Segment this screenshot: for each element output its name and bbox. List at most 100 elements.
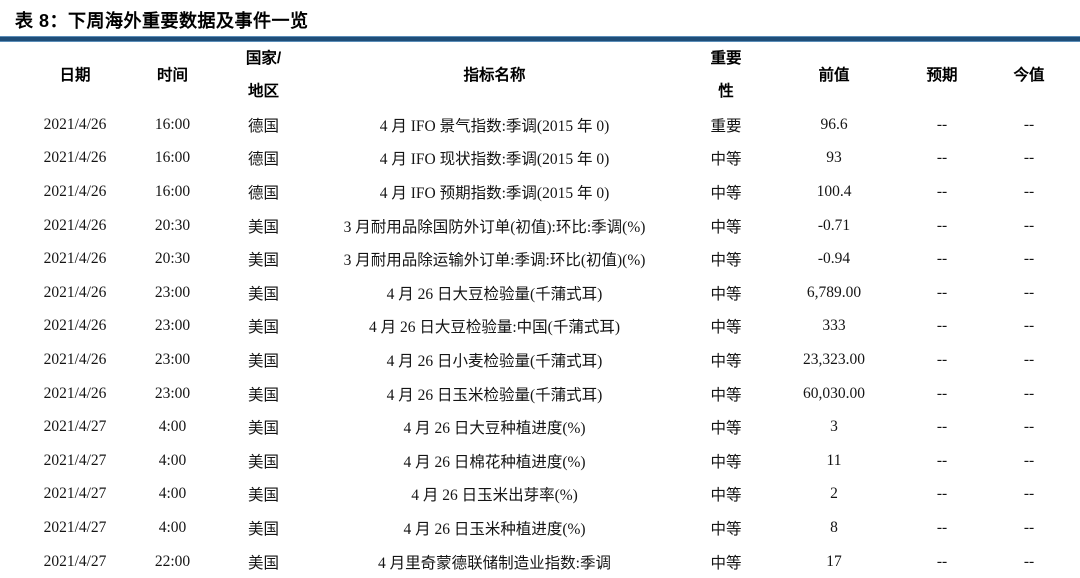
- cell-country: 美国: [247, 554, 279, 572]
- cell-indicator: 4 月 26 日棉花种植进度(%): [403, 453, 586, 471]
- cell-current: --: [1023, 216, 1035, 234]
- table-row: 2021/4/26 16:00 德国 4 月 IFO 景气指数:季调(2015 年 0…: [20, 108, 1067, 142]
- cell-date: 2021/4/27: [43, 451, 107, 469]
- column-header-date: 日期: [59, 66, 91, 84]
- table-row: 2021/4/26 16:00 德国 4 月 IFO 预期指数:季调(2015 年 0…: [20, 175, 1067, 209]
- cell-time: 16:00: [154, 115, 191, 133]
- cell-date: 2021/4/26: [43, 115, 107, 133]
- cell-importance: 中等: [710, 520, 742, 538]
- cell-current: --: [1023, 418, 1035, 436]
- column-header-previous: 前值: [818, 66, 850, 84]
- cell-country: 美国: [247, 520, 279, 538]
- cell-previous: 17: [826, 552, 842, 570]
- cell-time: 4:00: [158, 518, 187, 536]
- cell-date: 2021/4/26: [43, 149, 107, 167]
- cell-importance: 中等: [710, 352, 742, 370]
- cell-time: 16:00: [154, 182, 191, 200]
- table-body: 2021/4/26 16:00 德国 4 月 IFO 景气指数:季调(2015 年 0…: [20, 108, 1067, 578]
- cell-country: 德国: [247, 151, 279, 169]
- cell-previous: 93: [826, 149, 842, 167]
- cell-expected: --: [936, 250, 948, 268]
- cell-current: --: [1023, 182, 1035, 200]
- cell-country: 德国: [247, 117, 279, 135]
- cell-expected: --: [936, 350, 948, 368]
- table-header-row: 日期 时间 国家/ 地区 指标名称 重要 性 前值 预期 今值: [20, 44, 1067, 108]
- cell-importance: 中等: [710, 184, 742, 202]
- cell-expected: --: [936, 216, 948, 234]
- cell-current: --: [1023, 250, 1035, 268]
- cell-current: --: [1023, 451, 1035, 469]
- table-row: 2021/4/27 4:00 美国 4 月 26 日玉米种植进度(%) 中等 8 -- --: [20, 511, 1067, 545]
- cell-importance: 中等: [710, 285, 742, 303]
- cell-date: 2021/4/26: [43, 182, 107, 200]
- cell-expected: --: [936, 518, 948, 536]
- cell-country: 美国: [247, 218, 279, 236]
- cell-current: --: [1023, 115, 1035, 133]
- cell-country: 美国: [247, 453, 279, 471]
- column-header-expected: 预期: [926, 66, 958, 84]
- column-header-indicator: 指标名称: [463, 66, 526, 84]
- cell-current: --: [1023, 283, 1035, 301]
- table-row: 2021/4/27 4:00 美国 4 月 26 日玉米出芽率(%) 中等 2 -- --: [20, 478, 1067, 512]
- column-header-time: 时间: [156, 66, 188, 84]
- cell-previous: 333: [822, 317, 846, 335]
- cell-previous: 23,323.00: [803, 350, 865, 368]
- cell-time: 4:00: [158, 418, 187, 436]
- table-title: 表 8：下周海外重要数据及事件一览: [15, 11, 309, 31]
- table-row: 2021/4/26 20:30 美国 3 月耐用品除运输外订单:季调:环比(初值)(%…: [20, 242, 1067, 276]
- table-row: 2021/4/27 22:00 美国 4 月里奇蒙德联储制造业指数:季调 中等 17 -- -…: [20, 545, 1067, 578]
- cell-time: 20:30: [154, 216, 191, 234]
- cell-importance: 中等: [710, 487, 742, 505]
- cell-importance: 中等: [710, 151, 742, 169]
- cell-date: 2021/4/26: [43, 350, 107, 368]
- cell-previous: -0.71: [817, 216, 851, 234]
- column-header-importance: 重要 性: [710, 50, 742, 100]
- cell-indicator: 4 月 26 日大豆检验量:中国(千蒲式耳): [368, 319, 620, 337]
- cell-importance: 中等: [710, 453, 742, 471]
- title-rule: [0, 36, 1080, 42]
- cell-expected: --: [936, 451, 948, 469]
- table-row: 2021/4/26 16:00 德国 4 月 IFO 现状指数:季调(2015 年 0…: [20, 142, 1067, 176]
- cell-country: 德国: [247, 184, 279, 202]
- table-row: 2021/4/26 23:00 美国 4 月 26 日小麦检验量(千蒲式耳) 中等 23,…: [20, 343, 1067, 377]
- cell-current: --: [1023, 317, 1035, 335]
- cell-date: 2021/4/26: [43, 384, 107, 402]
- cell-previous: -0.94: [817, 250, 851, 268]
- table-row: 2021/4/27 4:00 美国 4 月 26 日大豆种植进度(%) 中等 3 -- --: [20, 410, 1067, 444]
- cell-country: 美国: [247, 319, 279, 337]
- cell-indicator: 4 月 26 日小麦检验量(千蒲式耳): [386, 352, 603, 370]
- cell-country: 美国: [247, 285, 279, 303]
- cell-importance: 中等: [710, 319, 742, 337]
- cell-time: 23:00: [154, 317, 191, 335]
- cell-current: --: [1023, 552, 1035, 570]
- cell-expected: --: [936, 485, 948, 503]
- cell-previous: 8: [830, 518, 838, 536]
- cell-time: 16:00: [154, 149, 191, 167]
- cell-country: 美国: [247, 252, 279, 270]
- cell-expected: --: [936, 283, 948, 301]
- cell-country: 美国: [247, 386, 279, 404]
- cell-expected: --: [936, 384, 948, 402]
- cell-indicator: 4 月 26 日大豆检验量(千蒲式耳): [386, 285, 603, 303]
- cell-indicator: 4 月 26 日玉米出芽率(%): [411, 487, 578, 505]
- cell-date: 2021/4/27: [43, 485, 107, 503]
- cell-importance: 中等: [710, 554, 742, 572]
- cell-indicator: 3 月耐用品除运输外订单:季调:环比(初值)(%): [343, 252, 646, 270]
- cell-importance: 中等: [710, 420, 742, 438]
- table-row: 2021/4/26 20:30 美国 3 月耐用品除国防外订单(初值):环比:季调(%…: [20, 209, 1067, 243]
- cell-indicator: 4 月 IFO 预期指数:季调(2015 年 0): [379, 184, 610, 202]
- cell-date: 2021/4/27: [43, 518, 107, 536]
- cell-previous: 6,789.00: [806, 283, 862, 301]
- cell-indicator: 4 月 26 日大豆种植进度(%): [403, 420, 586, 438]
- cell-time: 23:00: [154, 350, 191, 368]
- table-row: 2021/4/26 23:00 美国 4 月 26 日大豆检验量:中国(千蒲式耳) 中等…: [20, 310, 1067, 344]
- cell-previous: 2: [830, 485, 838, 503]
- cell-time: 22:00: [154, 552, 191, 570]
- cell-date: 2021/4/27: [43, 552, 107, 570]
- cell-importance: 中等: [710, 252, 742, 270]
- cell-current: --: [1023, 384, 1035, 402]
- cell-date: 2021/4/26: [43, 283, 107, 301]
- cell-previous: 11: [826, 451, 842, 469]
- cell-current: --: [1023, 350, 1035, 368]
- cell-indicator: 3 月耐用品除国防外订单(初值):环比:季调(%): [343, 218, 646, 236]
